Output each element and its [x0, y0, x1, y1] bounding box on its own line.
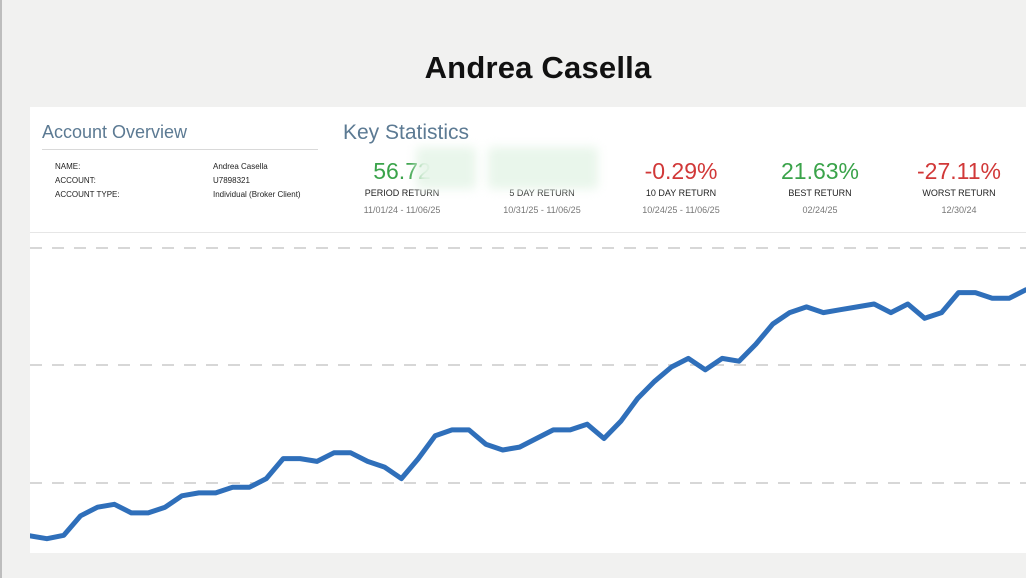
- stat-dates: 10/24/25 - 11/06/25: [642, 205, 720, 215]
- info-row-account-type: ACCOUNT TYPE: Individual (Broker Client): [55, 188, 318, 202]
- stat-dates: 02/24/25: [802, 205, 838, 215]
- stat-5-day-return: 5 DAY RETURN 10/31/25 - 11/06/25: [472, 157, 612, 215]
- stat-10-day-return: -0.29% 10 DAY RETURN 10/24/25 - 11/06/25: [611, 157, 751, 215]
- info-label: ACCOUNT:: [55, 176, 96, 185]
- account-overview-title: Account Overview: [42, 122, 318, 150]
- stat-value: -27.11%: [917, 158, 1001, 184]
- account-info: NAME: Andrea Casella ACCOUNT: U7898321 A…: [42, 160, 318, 202]
- redaction-blur: [488, 147, 598, 189]
- series-line: [30, 287, 1026, 542]
- stat-label: 10 DAY RETURN: [645, 188, 717, 198]
- info-label: NAME:: [55, 162, 81, 171]
- stat-value: -0.29%: [644, 158, 718, 184]
- info-row-account: ACCOUNT: U7898321: [55, 174, 318, 188]
- key-statistics-title: Key Statistics: [343, 121, 470, 144]
- stat-dates: 12/30/24: [941, 205, 977, 215]
- slide-title: Andrea Casella: [424, 50, 652, 85]
- stat-best-return: 21.63% BEST RETURN 02/24/25: [750, 157, 890, 215]
- stat-value: 21.63%: [780, 158, 859, 184]
- info-value: Individual (Broker Client): [213, 190, 301, 199]
- stat-label: PERIOD RETURN: [364, 188, 440, 198]
- stat-label: 5 DAY RETURN: [509, 188, 575, 198]
- stat-worst-return: -27.11% WORST RETURN 12/30/24: [889, 157, 1026, 215]
- stat-label: BEST RETURN: [788, 188, 852, 198]
- info-row-name: NAME: Andrea Casella: [55, 160, 318, 174]
- performance-line-chart: [30, 247, 1026, 542]
- info-label: ACCOUNT TYPE:: [55, 190, 120, 199]
- divider: [30, 232, 1026, 233]
- report-panel: Account Overview NAME: Andrea Casella AC…: [30, 107, 1026, 553]
- redaction-blur: [416, 147, 476, 189]
- info-value: U7898321: [213, 176, 250, 185]
- account-overview: Account Overview NAME: Andrea Casella AC…: [42, 122, 318, 202]
- stat-dates: 11/01/24 - 11/06/25: [363, 205, 441, 215]
- stat-dates: 10/31/25 - 11/06/25: [503, 205, 581, 215]
- stat-label: WORST RETURN: [922, 188, 996, 198]
- window-edge: [0, 0, 2, 578]
- info-value: Andrea Casella: [213, 162, 268, 171]
